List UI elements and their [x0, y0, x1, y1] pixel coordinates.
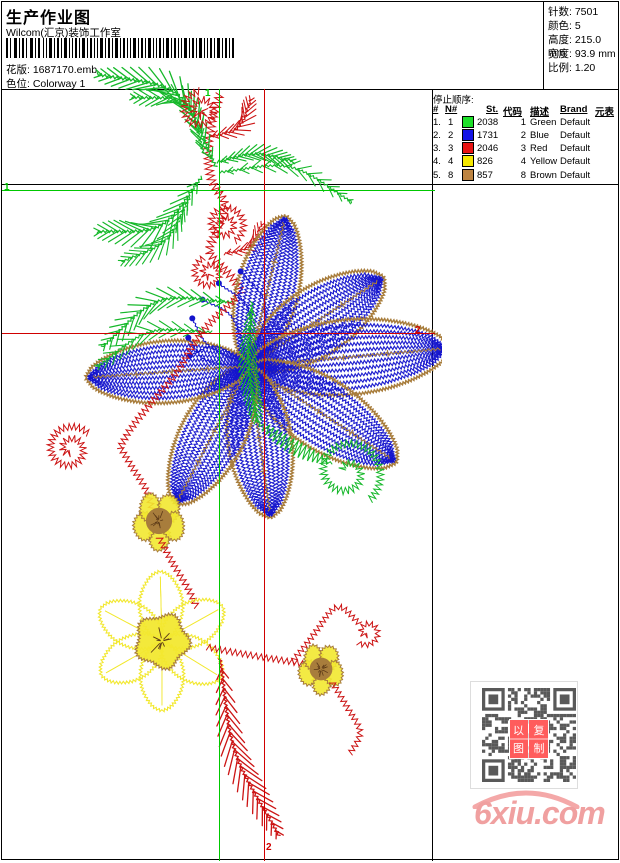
svg-text:制: 制 [534, 742, 545, 755]
svg-text:复: 复 [534, 723, 545, 737]
svg-text:以: 以 [513, 725, 524, 737]
svg-text:图: 图 [513, 742, 524, 755]
